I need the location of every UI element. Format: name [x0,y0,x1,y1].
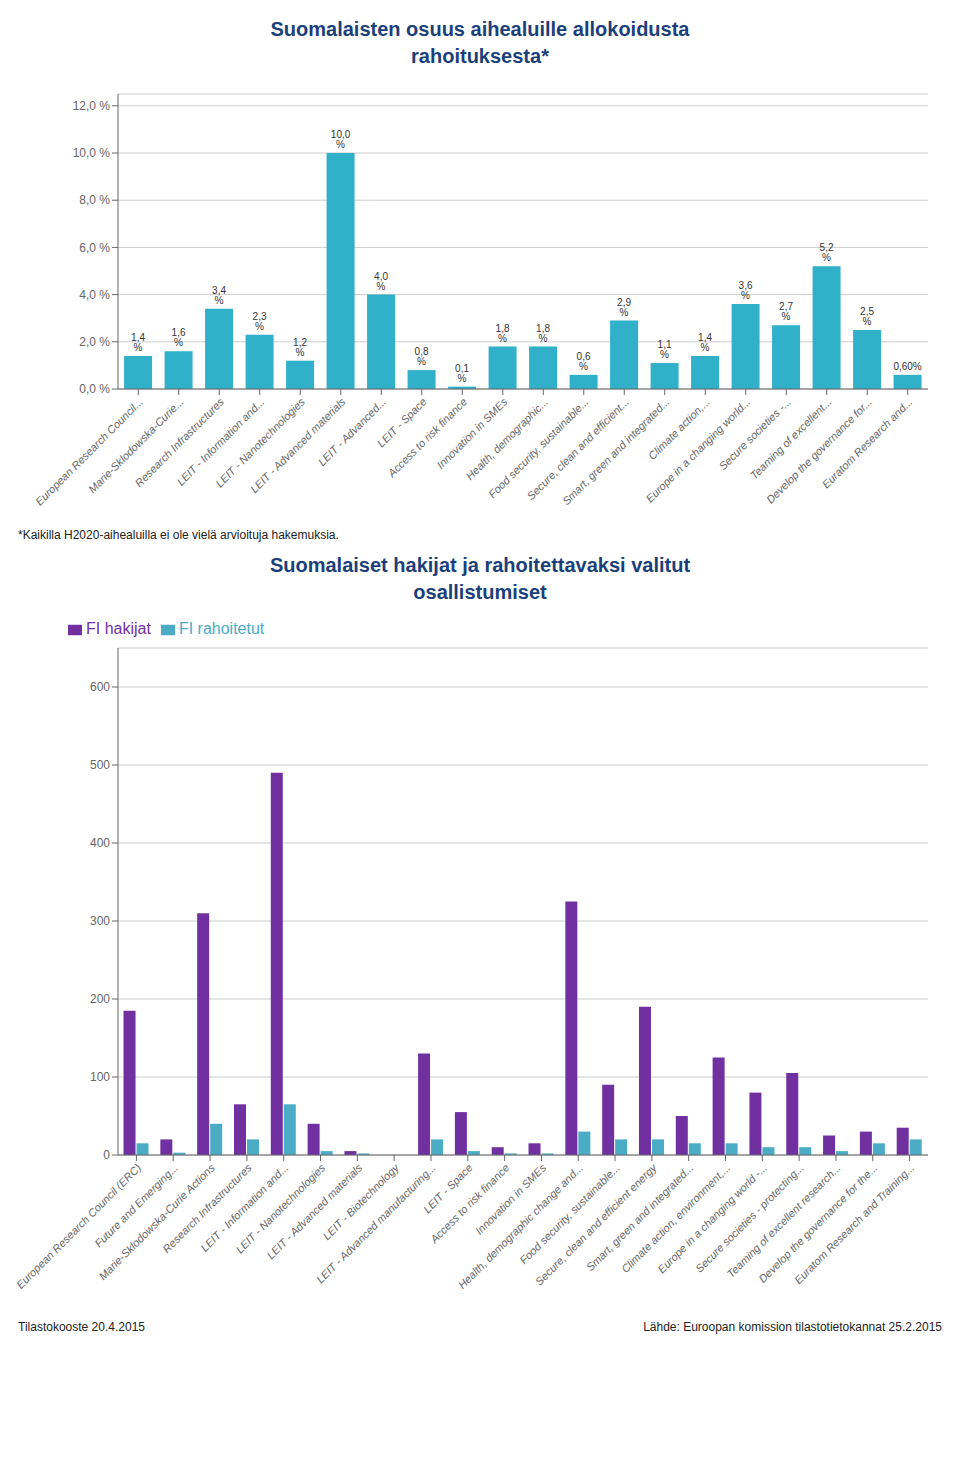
svg-text:1,4%: 1,4% [698,332,712,353]
svg-text:10,0%: 10,0% [331,129,351,150]
svg-text:Food security, sustainable...: Food security, sustainable... [517,1161,622,1267]
svg-text:LEIT - Nanotechnologies: LEIT - Nanotechnologies [213,395,308,490]
svg-text:Access to risk finance: Access to risk finance [385,395,469,479]
svg-text:Secure societies -...: Secure societies -... [716,395,793,472]
html-text:FI rahoitetut: FI rahoitetut [178,620,265,637]
svg-text:0: 0 [103,1148,110,1162]
svg-text:300: 300 [90,914,110,928]
svg-text:LEIT - Advanced materials: LEIT - Advanced materials [264,1161,365,1262]
svg-text:LEIT - Information and...: LEIT - Information and... [174,395,267,488]
html-text:Suomalaiset hakijat ja rahoite: Suomalaiset hakijat ja rahoitettavaksi v… [269,554,691,603]
svg-text:Climate action,...: Climate action,... [645,395,713,462]
svg-text:1,1%: 1,1% [658,339,672,360]
svg-text:600: 600 [90,680,110,694]
svg-text:Climate action, environment,..: Climate action, environment,... [618,1161,733,1275]
svg-text:Secure, clean and efficient en: Secure, clean and efficient energy [532,1161,659,1288]
svg-text:12,0 %: 12,0 % [73,99,111,113]
svg-text:Develop the governance for the: Develop the governance for the... [756,1161,880,1285]
svg-text:LEIT - Advanced...: LEIT - Advanced... [316,395,389,468]
svg-text:Research Infrastructures: Research Infrastructures [132,395,227,490]
svg-text:0,0 %: 0,0 % [79,382,110,396]
svg-text:500: 500 [90,758,110,772]
svg-text:European Research Council (ERC: European Research Council (ERC) [14,1161,144,1291]
svg-text:European Research Council...: European Research Council... [32,395,146,508]
html-text:FI hakijat: FI hakijat [86,620,151,637]
svg-text:3,4%: 3,4% [212,285,226,306]
svg-text:Access to risk finance: Access to risk finance [427,1161,512,1246]
svg-text:1,8%: 1,8% [496,323,510,344]
svg-text:2,3%: 2,3% [253,311,267,332]
svg-text:LEIT - Space: LEIT - Space [374,395,429,450]
html-text:Suomalaisten osuus aihealuille: Suomalaisten osuus aihealuille allokoidu… [270,18,690,67]
svg-text:Innovation in SMEs: Innovation in SMEs [473,1161,549,1237]
svg-text:Smart, green and integrated...: Smart, green and integrated... [583,1161,696,1274]
svg-text:0,6%: 0,6% [577,351,591,372]
svg-text:LEIT - Information and...: LEIT - Information and... [198,1161,291,1254]
svg-text:Marie-Sklodowska-Curie...: Marie-Sklodowska-Curie... [86,395,186,496]
svg-text:2,7%: 2,7% [779,301,793,322]
svg-text:2,0 %: 2,0 % [79,335,110,349]
svg-text:Future and Emerging...: Future and Emerging... [92,1161,181,1250]
svg-text:Smart, green and integrated...: Smart, green and integrated... [559,395,672,508]
html-text:Lähde: Euroopan komission tila: Lähde: Euroopan komission tilastotietoka… [643,1320,942,1334]
svg-text:LEIT - Nanotechnologies: LEIT - Nanotechnologies [233,1161,328,1256]
svg-text:100: 100 [90,1070,110,1084]
html-text:Tilastokooste 20.4.2015: Tilastokooste 20.4.2015 [18,1320,145,1334]
svg-text:LEIT - Advanced manufacturing.: LEIT - Advanced manufacturing... [314,1161,438,1285]
svg-text:1,8%: 1,8% [536,323,550,344]
svg-text:Teaming of excellent research.: Teaming of excellent research... [724,1161,843,1280]
svg-text:4,0 %: 4,0 % [79,288,110,302]
svg-text:0,8%: 0,8% [415,346,429,367]
svg-text:2,9%: 2,9% [617,297,631,318]
svg-text:1,6%: 1,6% [172,327,186,348]
svg-text:Euratom Research and Training.: Euratom Research and Training... [792,1161,917,1286]
svg-text:2,5%: 2,5% [860,306,874,327]
html-text:*Kaikilla H2020-aihealuilla ei: *Kaikilla H2020-aihealuilla ei ole vielä… [18,528,339,542]
svg-text:200: 200 [90,992,110,1006]
svg-text:10,0 %: 10,0 % [73,146,111,160]
svg-text:Teaming of excellent...: Teaming of excellent... [748,395,834,481]
svg-text:Marie-Sklodowska-Curie Actions: Marie-Sklodowska-Curie Actions [96,1161,217,1282]
svg-text:6,0 %: 6,0 % [79,241,110,255]
svg-text:Secure societies - protecting.: Secure societies - protecting... [693,1161,807,1275]
svg-text:0,1%: 0,1% [455,363,469,384]
svg-text:LEIT - Space: LEIT - Space [420,1161,475,1216]
svg-text:LEIT - Biotechnology: LEIT - Biotechnology [320,1161,402,1243]
svg-text:3,6%: 3,6% [739,280,753,301]
svg-text:400: 400 [90,836,110,850]
svg-text:5,2%: 5,2% [820,242,834,263]
svg-text:Secure, clean and efficient...: Secure, clean and efficient... [524,395,632,503]
svg-text:4,0%: 4,0% [374,271,388,292]
svg-text:Develop the governance for...: Develop the governance for... [763,395,875,506]
svg-text:Europe in a changing world...: Europe in a changing world... [643,395,753,505]
svg-text:Health, demographic change and: Health, demographic change and... [456,1161,586,1291]
svg-text:1,4%: 1,4% [131,332,145,353]
svg-text:1,2%: 1,2% [293,337,307,358]
svg-text:Europe in a changing world -..: Europe in a changing world -... [655,1161,770,1276]
svg-text:0,60%: 0,60% [893,361,921,372]
svg-text:LEIT - Advanced materials: LEIT - Advanced materials [247,395,348,496]
svg-text:Health, demographic...: Health, demographic... [463,395,550,482]
svg-text:8,0 %: 8,0 % [79,193,110,207]
svg-text:Innovation in SMEs: Innovation in SMEs [434,395,510,471]
svg-text:Euratom Research and...: Euratom Research and... [820,395,915,490]
svg-text:Research Infrastructures: Research Infrastructures [160,1161,254,1256]
svg-text:Food security, sustainable...: Food security, sustainable... [485,395,591,501]
